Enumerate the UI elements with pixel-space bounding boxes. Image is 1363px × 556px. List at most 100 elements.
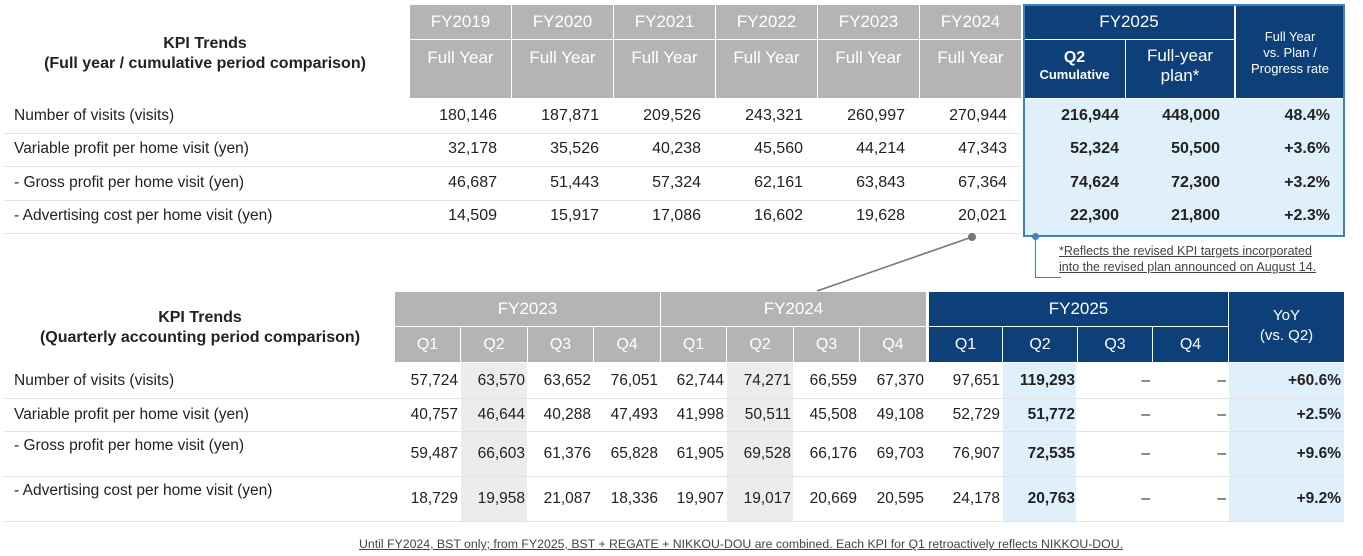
top-year-header: FY2024	[920, 5, 1021, 39]
top-footnote-dot	[1032, 233, 1039, 240]
top-cell-value: 15,917	[550, 207, 599, 224]
bottom-cell-value: 72,535	[1027, 445, 1075, 462]
top-cell-value: 270,944	[949, 107, 1007, 124]
top-q2-value: 216,944	[1061, 107, 1119, 124]
top-cell-value: 20,021	[958, 207, 1007, 224]
bottom-yoy-header: YoY (vs. Q2)	[1229, 292, 1344, 362]
top-cell-value: 243,321	[745, 107, 803, 124]
bottom-cell-value: 66,603	[477, 445, 525, 462]
bottom-quarter-header: Q4	[1153, 327, 1228, 362]
bottom-year-header: FY2023	[395, 292, 660, 326]
bottom-cell-value: 20,669	[809, 490, 857, 507]
bottom-q2-body-bg	[1003, 363, 1076, 521]
bottom-yoy-body-bg	[1229, 363, 1344, 521]
top-cell-value: 187,871	[541, 107, 599, 124]
top-footnote-line1: *Reflects the revised KPI targets incorp…	[1059, 244, 1312, 258]
top-progress-value: +3.6%	[1284, 140, 1330, 157]
bottom-row-label: Variable profit per home visit (yen)	[14, 406, 249, 423]
top-q2-value: 52,324	[1070, 140, 1119, 157]
top-fy2025-header: FY2025	[1024, 5, 1234, 39]
bottom-quarter-header: Q1	[395, 327, 460, 362]
q2-cum-line1: Q2	[1063, 49, 1086, 66]
bottom-cell-value: 74,271	[743, 372, 791, 389]
row-separator	[4, 521, 1344, 522]
bottom-yoy-value: +2.5%	[1296, 406, 1341, 423]
yoy-line2: (vs. Q2)	[1259, 327, 1314, 344]
bottom-title-line1: KPI Trends	[158, 309, 242, 326]
bottom-yoy-value: +9.6%	[1296, 445, 1341, 462]
bottom-cell-value: 18,729	[410, 490, 458, 507]
top-cell-value: 57,324	[652, 174, 701, 191]
top-period-header: Full Year	[920, 40, 1021, 98]
bottom-cell-value: 21,087	[543, 490, 591, 507]
bottom-year-header: FY2025	[929, 292, 1228, 326]
row-separator	[4, 476, 1344, 477]
bottom-row-label: Number of visits (visits)	[14, 372, 175, 389]
bottom-cell-value: 67,370	[876, 372, 924, 389]
connector-segment	[816, 236, 973, 292]
bottom-cell-value: 52,729	[952, 406, 1000, 423]
bottom-cell-value: 69,528	[743, 445, 791, 462]
bottom-cell-value: 69,703	[876, 445, 924, 462]
top-title-line2: (Full year / cumulative period compariso…	[44, 55, 366, 72]
top-plan-value: 21,800	[1171, 207, 1220, 224]
progress-line2: vs. Plan /	[1263, 45, 1317, 60]
top-cell-value: 14,509	[448, 207, 497, 224]
bottom-cell-value: –	[1141, 445, 1150, 462]
bottom-cell-value: 51,772	[1027, 406, 1075, 423]
top-fy2025-label: FY2025	[1099, 12, 1159, 31]
bottom-cell-value: 18,336	[610, 490, 658, 507]
bottom-cell-value: –	[1217, 490, 1226, 507]
top-year-header: FY2019	[410, 5, 511, 39]
top-year-header: FY2020	[512, 5, 613, 39]
connector-dot	[968, 233, 976, 241]
bottom-quarter-header: Q1	[929, 327, 1002, 362]
top-row-label: Number of visits (visits)	[14, 107, 175, 124]
bottom-cell-value: 20,595	[876, 490, 924, 507]
bottom-cell-value: 20,763	[1027, 490, 1075, 507]
row-separator	[4, 200, 1020, 201]
bottom-quarter-header: Q3	[794, 327, 859, 362]
q2-cum-line2: Cumulative	[1039, 67, 1110, 82]
top-cell-value: 260,997	[847, 107, 905, 124]
bottom-quarter-header: Q2	[1003, 327, 1077, 362]
bottom-cell-value: 57,724	[410, 372, 458, 389]
top-q2-value: 74,624	[1070, 174, 1119, 191]
bottom-quarter-header: Q2	[461, 327, 527, 362]
bottom-cell-value: 40,757	[410, 406, 458, 423]
top-progress-value: +2.3%	[1284, 207, 1330, 224]
bottom-cell-value: 61,905	[676, 445, 724, 462]
bottom-cell-value: 63,652	[543, 372, 591, 389]
bottom-quarter-header: Q3	[528, 327, 593, 362]
bottom-cell-value: 66,176	[809, 445, 857, 462]
bottom-cell-value: 45,508	[809, 406, 857, 423]
top-progress-value: 48.4%	[1284, 107, 1330, 124]
bottom-cell-value: 76,051	[610, 372, 658, 389]
bottom-cell-value: 119,293	[1019, 372, 1075, 389]
top-cell-value: 63,843	[856, 174, 905, 191]
row-separator	[4, 398, 1344, 399]
top-year-header: FY2021	[614, 5, 715, 39]
bottom-cell-value: 47,493	[610, 406, 658, 423]
top-cell-value: 40,238	[652, 140, 701, 157]
bottom-cell-value: –	[1141, 406, 1150, 423]
top-plan-value: 72,300	[1171, 174, 1220, 191]
top-row-label: Variable profit per home visit (yen)	[14, 140, 249, 157]
top-cell-value: 51,443	[550, 174, 599, 191]
bottom-cell-value: 65,828	[610, 445, 658, 462]
bottom-cell-value: 49,108	[876, 406, 924, 423]
top-year-header: FY2022	[716, 5, 817, 39]
top-cell-value: 46,687	[448, 174, 497, 191]
bottom-cell-value: 24,178	[952, 490, 1000, 507]
top-footnote-bracket	[1035, 237, 1036, 277]
bottom-cell-value: 19,017	[743, 490, 791, 507]
bottom-cell-value: 66,559	[809, 372, 857, 389]
top-fy2025-frame	[1023, 4, 1345, 237]
bottom-cell-value: –	[1217, 445, 1226, 462]
top-row-label: - Advertising cost per home visit (yen)	[14, 207, 273, 224]
top-footnote: *Reflects the revised KPI targets incorp…	[1059, 243, 1316, 275]
top-table-title: KPI Trends (Full year / cumulative perio…	[20, 34, 390, 74]
top-period-header: Full Year	[512, 40, 613, 98]
bottom-quarter-header: Q1	[661, 327, 726, 362]
